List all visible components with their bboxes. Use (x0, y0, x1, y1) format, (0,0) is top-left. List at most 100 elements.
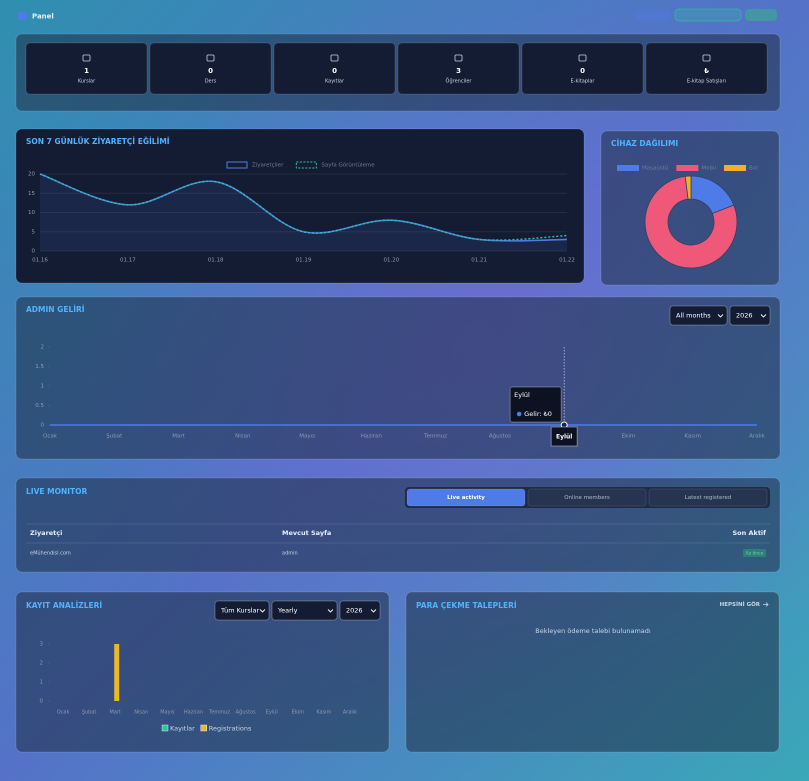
panel-title: KAYIT ANALİZLERİ (26, 601, 102, 610)
stat-card[interactable] (149, 42, 272, 95)
stat-icon (206, 54, 215, 62)
tooltip-dot (516, 411, 522, 417)
dropdown[interactable] (339, 600, 381, 621)
stat-icon (702, 54, 711, 62)
x-tick-label: Şubat (106, 434, 123, 440)
x-tick-label: Ekim (292, 710, 304, 716)
x-tick-label: Ağustos (236, 709, 256, 716)
x-tick-label: 01.19 (296, 258, 312, 264)
stat-label: Kurslar (78, 79, 96, 85)
header-title: Panel (32, 13, 54, 21)
chevron (717, 314, 724, 318)
x-tick-label: Şubat (82, 710, 97, 716)
x-tick-label: 01.18 (208, 258, 224, 264)
dropdown[interactable] (729, 305, 771, 326)
view-all-link[interactable]: HEPSİNİ GÖR (720, 601, 761, 608)
stat-card[interactable] (397, 42, 520, 95)
x-tick-label: 01.17 (120, 258, 136, 264)
x-tick-label: Kasım (316, 710, 331, 716)
panel-title: CİHAZ DAĞILIMI (611, 139, 678, 148)
header-button[interactable] (674, 8, 742, 22)
legend-swatch (676, 165, 699, 171)
y-tick-label: 5 (32, 229, 36, 235)
legend-swatch (161, 724, 169, 732)
legend-label: Mobil (701, 166, 716, 172)
visitor-panel (15, 128, 585, 284)
x-tick-label-active: Eylül (556, 434, 572, 441)
stat-icon (330, 54, 339, 62)
x-tick-label: Ekim (622, 434, 636, 440)
tooltip (509, 386, 562, 423)
panel-title: PARA ÇEKME TALEPLERİ (416, 601, 517, 610)
legend-swatch (724, 165, 747, 171)
x-tick-label: Mayıs (160, 710, 175, 716)
stat-value: 3 (456, 67, 461, 75)
y-tick-label: 10 (28, 210, 35, 216)
stat-icon (454, 54, 463, 62)
status-badge (743, 549, 766, 557)
doughnut-slice (684, 175, 692, 200)
x-tick-label: Temmuz (423, 434, 447, 440)
stat-value: 0 (332, 67, 337, 75)
tooltip-title: Eylül (514, 391, 530, 399)
x-tick-label: 01.20 (383, 258, 399, 264)
tab-label: Latest registered (685, 495, 732, 501)
x-tick-label: Nisan (134, 710, 148, 716)
header-button[interactable] (745, 9, 777, 21)
table-cell: Az önce (746, 551, 764, 557)
table-cell: eMühendisl.com (30, 551, 71, 557)
dropdown[interactable] (271, 600, 338, 621)
x-tick-label: Ağustos (489, 433, 511, 440)
stat-card[interactable] (521, 42, 644, 95)
stat-label: Kayıtlar (325, 79, 345, 85)
table-header: Son Aktif (732, 529, 766, 537)
chevron (327, 609, 334, 613)
x-tick-label: Mayıs (299, 434, 315, 440)
tab[interactable] (648, 488, 768, 507)
legend-label: Sayfa Görüntüleme (321, 163, 375, 169)
stat-label: Ders (205, 79, 217, 85)
dropdown[interactable] (669, 305, 728, 326)
empty-message: Bekleyen ödeme talebi bulunamadı (535, 627, 651, 635)
tab[interactable] (527, 488, 647, 507)
legend-swatch (200, 724, 207, 732)
line-series (39, 173, 568, 241)
stat-card[interactable] (25, 42, 148, 95)
stat-icon (82, 54, 91, 62)
x-tick-label: 01.21 (471, 258, 487, 264)
x-tick-label: Haziran (184, 710, 203, 716)
x-tick-label: Mart (172, 434, 185, 440)
line-area (40, 174, 567, 251)
dropdown-label: Yearly (277, 607, 298, 615)
logo (18, 12, 27, 20)
y-tick-label: 20 (28, 172, 35, 178)
header-button[interactable] (636, 9, 670, 21)
legend-label: Masaüstü (642, 166, 668, 172)
stat-label: E-kitaplar (571, 79, 596, 85)
x-tick-label: Ocak (43, 434, 58, 440)
stat-card[interactable] (273, 42, 396, 95)
legend-swatch (617, 165, 639, 171)
x-tick-label: Aralık (343, 710, 357, 716)
dropdown-label: Tüm Kurslar (220, 607, 260, 615)
panel-title: ADMIN GELİRİ (26, 305, 85, 314)
x-tick-label: 01.22 (559, 258, 575, 264)
arrow-icon (763, 602, 769, 607)
stat-value: 0 (580, 67, 585, 75)
dropdown-label: All months (676, 312, 711, 320)
y-tick-label: 1 (41, 384, 45, 390)
income-panel (15, 296, 781, 460)
tab[interactable] (406, 488, 526, 507)
table-header: Mevcut Sayfa (282, 529, 331, 537)
table-cell: admin (282, 551, 298, 557)
dropdown[interactable] (214, 600, 270, 621)
tooltip-label: Gelir: ₺0 (524, 410, 552, 418)
stat-value: ₺ (704, 67, 709, 75)
table-header: Ziyaretçi (30, 529, 62, 537)
x-tick-label: Eylül (266, 710, 278, 716)
legend-label: Registrations (209, 725, 252, 733)
stat-card[interactable] (645, 42, 768, 95)
stat-icon (578, 54, 587, 62)
y-tick-label: 3 (40, 642, 44, 648)
